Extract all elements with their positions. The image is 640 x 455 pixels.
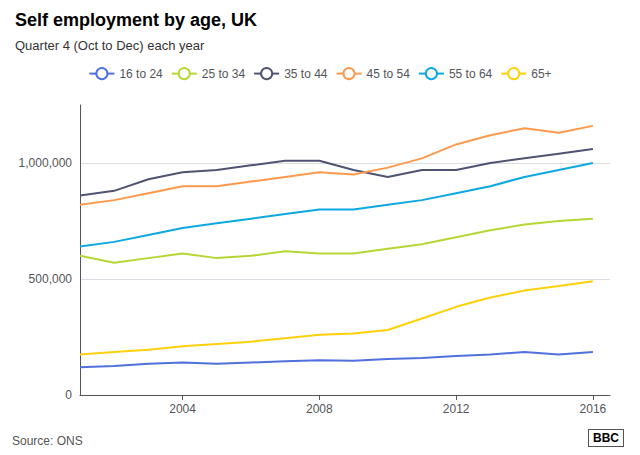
svg-text:55 to 64: 55 to 64 <box>449 67 493 81</box>
svg-text:500,000: 500,000 <box>29 272 73 286</box>
svg-text:Quarter 4 (Oct to Dec) each ye: Quarter 4 (Oct to Dec) each year <box>15 38 205 53</box>
svg-text:45 to 54: 45 to 54 <box>367 67 411 81</box>
svg-text:2004: 2004 <box>169 402 196 416</box>
svg-text:65+: 65+ <box>531 67 551 81</box>
svg-text:Self employment by age, UK: Self employment by age, UK <box>15 10 257 30</box>
svg-text:0: 0 <box>65 388 72 402</box>
svg-text:1,000,000: 1,000,000 <box>19 156 73 170</box>
svg-text:35 to 44: 35 to 44 <box>284 67 328 81</box>
svg-text:2016: 2016 <box>580 402 607 416</box>
svg-text:Source: ONS: Source: ONS <box>12 434 83 448</box>
svg-text:2008: 2008 <box>306 402 333 416</box>
svg-text:25 to 34: 25 to 34 <box>202 67 246 81</box>
svg-text:2012: 2012 <box>443 402 470 416</box>
svg-text:BBC: BBC <box>593 431 619 445</box>
svg-text:16 to 24: 16 to 24 <box>119 67 163 81</box>
